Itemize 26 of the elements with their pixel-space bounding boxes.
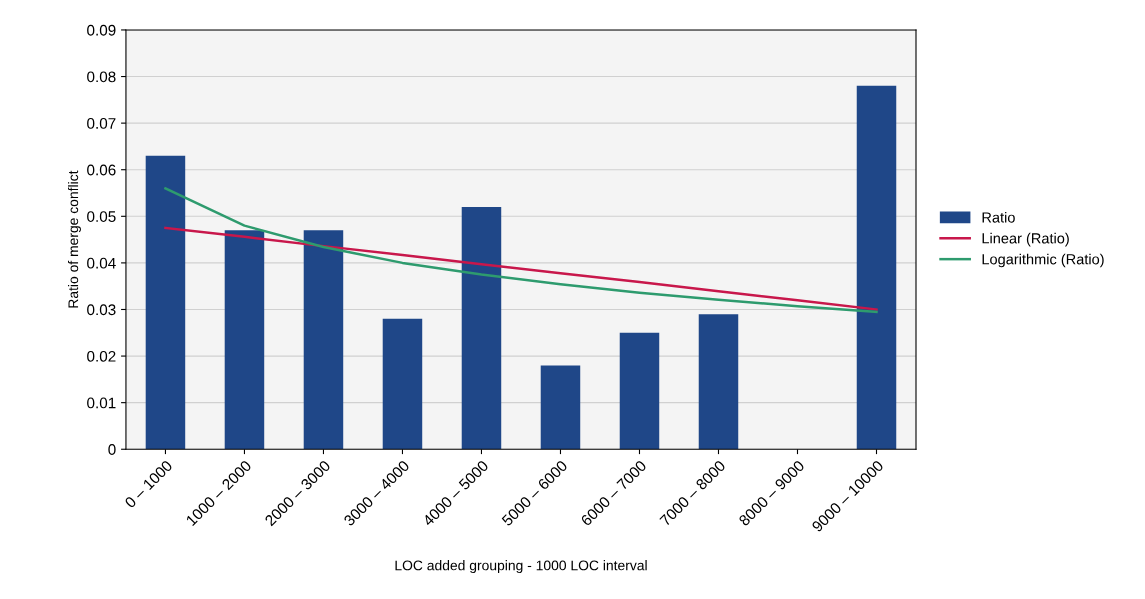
line-series bbox=[164, 226, 878, 311]
x-axis-title: LOC added grouping - 1000 LOC interval bbox=[395, 560, 647, 574]
bar bbox=[698, 314, 739, 450]
legend-label: Ratio bbox=[982, 211, 1015, 223]
y-tick-label: 0.04 bbox=[87, 257, 116, 269]
legend-label: Linear (Ratio) bbox=[982, 232, 1069, 247]
bar bbox=[382, 318, 423, 450]
y-tick-label: 0.09 bbox=[87, 24, 116, 36]
bar bbox=[145, 155, 186, 450]
y-tick-label: 0.07 bbox=[87, 118, 116, 129]
y-tick-label: 0.01 bbox=[87, 397, 116, 409]
bar bbox=[224, 230, 265, 450]
bar bbox=[856, 85, 897, 450]
y-tick-label: 0 bbox=[108, 444, 116, 455]
y-axis-title: Ratio of merge conflict bbox=[67, 170, 81, 308]
y-tick-label: 0.05 bbox=[87, 211, 116, 222]
y-tick-label: 0.03 bbox=[87, 304, 116, 316]
line-series bbox=[164, 187, 878, 314]
bar bbox=[461, 206, 502, 450]
legend-label: Logarithmic (Ratio) bbox=[982, 253, 1104, 268]
bar bbox=[303, 230, 344, 450]
bar bbox=[619, 332, 660, 450]
bar bbox=[540, 365, 581, 450]
y-tick-label: 0.06 bbox=[87, 164, 116, 176]
y-tick-label: 0.08 bbox=[87, 71, 116, 83]
y-tick-label: 0.02 bbox=[87, 350, 116, 362]
